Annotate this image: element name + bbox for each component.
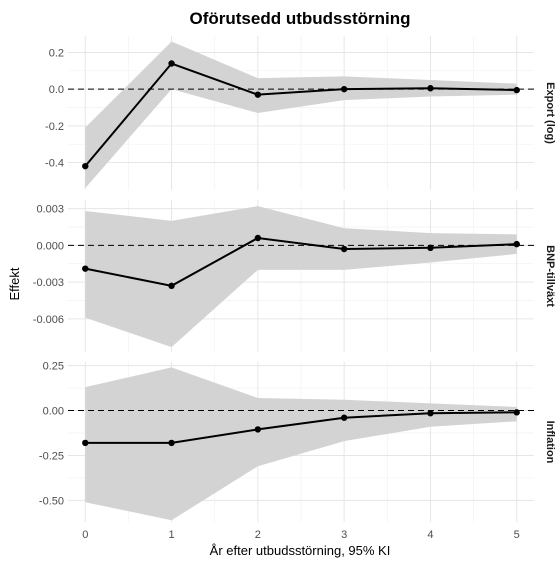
data-point: [254, 426, 262, 433]
confidence-band: [85, 206, 517, 348]
y-axis-title: Effekt: [7, 267, 22, 300]
confidence-band: [85, 367, 517, 521]
chart-title: Oförutsedd utbudsstörning: [190, 9, 411, 28]
y-tick-label: 0.00: [43, 406, 64, 418]
data-point: [513, 240, 520, 248]
panel-0: 0.2 0.0 -0.2 -0.4 Export (log): [45, 36, 556, 190]
data-point: [168, 282, 175, 290]
data-point: [427, 410, 434, 417]
x-axis-title: År efter utbudsstörning, 95% KI: [210, 543, 391, 558]
x-tick-label: 3: [341, 529, 347, 541]
x-tick-label: 4: [427, 529, 433, 541]
response-line: [85, 236, 517, 287]
data-point: [82, 439, 89, 447]
x-tick-label: 2: [255, 529, 261, 541]
y-tick-label: -0.4: [45, 158, 64, 170]
facet-strip-label: Export (log): [544, 82, 556, 144]
response-line: [85, 411, 517, 444]
y-tick-label: 0.2: [49, 48, 64, 60]
data-point: [340, 85, 348, 93]
y-tick-label: -0.003: [33, 277, 64, 289]
facet-panels: 0.2 0.0 -0.2 -0.4 Export (log) 0.003 0.000 -0.0…: [33, 36, 556, 522]
y-tick-label: -0.006: [33, 314, 64, 326]
y-tick-label: -0.2: [45, 121, 64, 133]
y-tick-label: 0.000: [36, 240, 64, 252]
data-point: [254, 91, 262, 98]
x-axis-ticks: 0 1 2 3 4 5: [82, 529, 520, 541]
data-point: [168, 439, 175, 447]
x-tick-label: 0: [82, 529, 88, 541]
facet-strip-label: BNP-tillväxt: [544, 245, 556, 307]
y-tick-label: 0.003: [36, 204, 64, 216]
y-tick-label: -0.50: [39, 495, 64, 507]
data-point: [340, 414, 348, 421]
confidence-band: [85, 41, 517, 189]
data-point: [82, 265, 89, 272]
x-tick-label: 5: [514, 529, 520, 541]
data-point: [427, 85, 434, 92]
y-tick-label: -0.25: [39, 450, 64, 462]
data-point: [82, 162, 89, 170]
data-point: [427, 244, 434, 252]
data-point: [513, 86, 520, 94]
panel-1: 0.003 0.000 -0.003 -0.006 BNP-tillväxt: [33, 200, 556, 352]
y-tick-label: 0.25: [43, 361, 64, 373]
facet-strip-label: Inflation: [544, 421, 556, 464]
x-tick-label: 1: [168, 529, 174, 541]
data-point: [168, 60, 175, 67]
panel-2: 0.25 0.00 -0.25 -0.50 Inflation: [39, 361, 556, 522]
data-point: [513, 409, 520, 416]
y-tick-label: 0.0: [49, 84, 64, 96]
data-point: [340, 245, 348, 253]
response-line: [84, 62, 517, 167]
data-point: [254, 234, 262, 242]
